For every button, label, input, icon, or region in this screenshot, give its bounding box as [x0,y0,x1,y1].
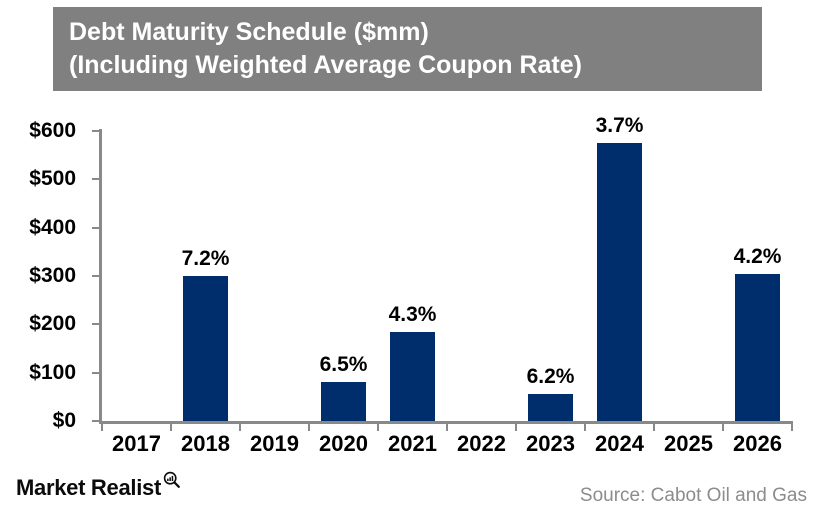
brand-logo: Market Realist [16,471,181,501]
y-axis-tick-label: $600 [29,119,76,142]
x-axis-category-label: 2026 [733,431,782,456]
bar-2024 [597,143,642,421]
y-axis-tick [92,178,100,181]
x-axis-category-label: 2022 [457,431,506,456]
x-axis-tick [101,424,103,431]
x-axis-tick [308,424,310,431]
y-axis-tick [92,275,100,277]
x-axis-category-label: 2020 [319,431,368,456]
y-axis-tick-label: $0 [52,409,76,432]
x-axis-tick [170,424,172,431]
x-axis-tick [653,424,655,431]
x-axis-category-label: 2024 [595,431,644,456]
bar-coupon-label-2018: 7.2% [181,247,230,270]
y-axis-tick [92,226,100,229]
x-axis-tick [515,424,517,431]
x-axis-category-label: 2023 [526,431,575,456]
y-axis-tick-label: $100 [29,360,76,384]
x-axis-category-label: 2025 [664,431,713,456]
y-axis-tick-label: $500 [29,167,76,191]
x-axis-tick [791,424,793,431]
source-attribution: Source: Cabot Oil and Gas [579,485,807,506]
chart-title: Debt Maturity Schedule ($mm) (Including … [53,7,762,91]
y-axis-tick-label: $400 [29,215,76,239]
y-axis-tick [92,371,100,374]
x-axis-tick [446,424,448,431]
bar-2026 [735,273,780,421]
bar-coupon-label-2026: 4.2% [733,244,782,268]
x-axis-tick [377,424,379,431]
y-axis-tick-label: $300 [29,264,76,287]
y-axis-tick-label: $200 [29,312,76,336]
brand-logo-text: Market Realist [16,475,161,500]
x-axis-tick [239,424,241,431]
bar-2023 [528,394,573,421]
x-axis-line [99,421,793,424]
x-axis-category-label: 2017 [112,431,161,456]
x-axis-category-label: 2018 [181,431,230,456]
magnifier-bar-chart-icon [163,471,180,488]
y-axis-line [99,129,102,424]
y-axis-tick [92,323,100,326]
chart-title-line2: (Including Weighted Average Coupon Rate) [69,51,582,79]
bar-2018 [183,276,228,421]
bar-2020 [321,382,366,421]
bar-coupon-label-2023: 6.2% [526,365,575,389]
y-axis-tick [92,130,100,132]
bar-2021 [390,331,435,421]
y-axis-tick [92,420,100,422]
x-axis-category-label: 2019 [250,431,299,456]
bar-coupon-label-2021: 4.3% [388,302,437,326]
chart-title-line1: Debt Maturity Schedule ($mm) [69,18,429,46]
bar-coupon-label-2020: 6.5% [319,353,368,377]
x-axis-category-label: 2021 [388,431,437,456]
x-axis-tick [584,424,586,431]
bar-coupon-label-2024: 3.7% [595,114,644,138]
x-axis-tick [722,424,724,431]
